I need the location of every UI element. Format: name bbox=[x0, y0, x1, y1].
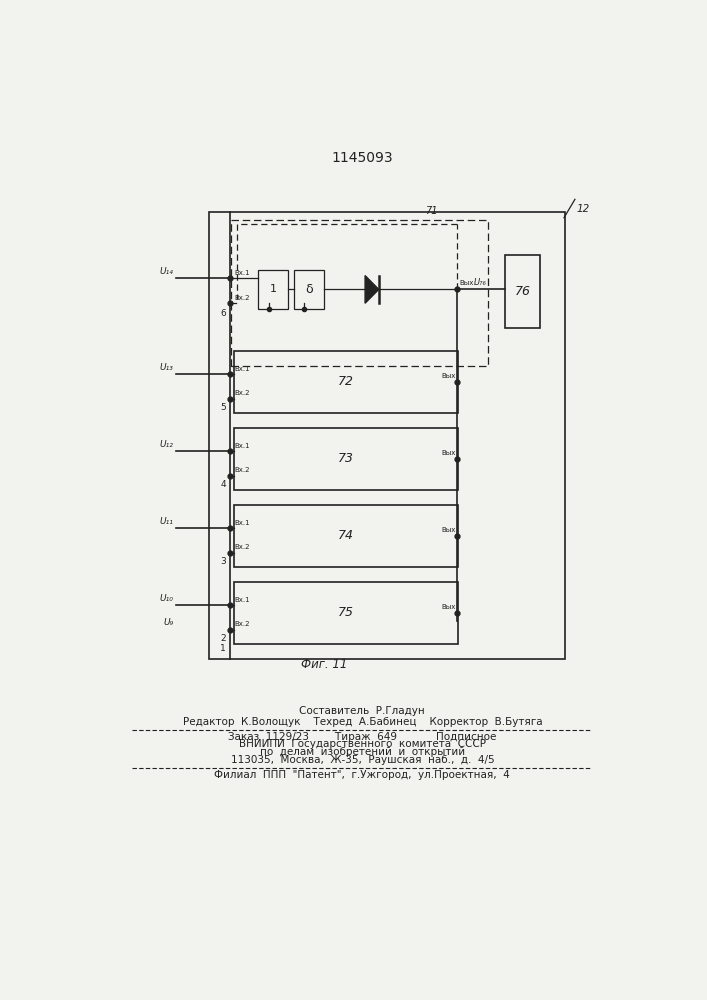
Text: Вх.2: Вх.2 bbox=[234, 544, 250, 550]
Bar bbox=[258, 270, 288, 309]
Text: Заказ  1129/23        Тираж  649            Подписное: Заказ 1129/23 Тираж 649 Подписное bbox=[228, 732, 496, 742]
Text: Вых: Вых bbox=[441, 527, 455, 533]
Bar bbox=[233, 505, 458, 567]
Text: Вых: Вых bbox=[441, 373, 455, 379]
Text: 76: 76 bbox=[515, 285, 531, 298]
Text: Фиг. 11: Фиг. 11 bbox=[300, 658, 347, 671]
Text: Составитель  Р.Гладун: Составитель Р.Гладун bbox=[300, 706, 425, 716]
Text: U₁₀: U₁₀ bbox=[159, 594, 173, 603]
Bar bbox=[233, 428, 458, 490]
Text: Вх.2: Вх.2 bbox=[234, 390, 250, 396]
Text: Вх.1: Вх.1 bbox=[234, 597, 250, 603]
Text: Вх.2: Вх.2 bbox=[234, 467, 250, 473]
Text: 3: 3 bbox=[221, 557, 226, 566]
Text: U₉: U₉ bbox=[163, 618, 173, 627]
Bar bbox=[294, 270, 324, 309]
Text: U₁₄: U₁₄ bbox=[159, 267, 173, 276]
Text: δ: δ bbox=[305, 283, 312, 296]
Text: 75: 75 bbox=[338, 606, 354, 619]
Text: Вых: Вых bbox=[441, 604, 455, 610]
Text: Вх.1: Вх.1 bbox=[234, 270, 250, 276]
Bar bbox=[233, 351, 458, 413]
Text: 72: 72 bbox=[338, 375, 354, 388]
Bar bbox=[209, 212, 565, 659]
Text: 1: 1 bbox=[221, 644, 226, 653]
Text: 71: 71 bbox=[426, 206, 438, 216]
Text: Вх.2: Вх.2 bbox=[234, 621, 250, 627]
Text: Филиал  ППП  "Патент",  г.Ужгород,  ул.Проектная,  4: Филиал ППП "Патент", г.Ужгород, ул.Проек… bbox=[214, 770, 510, 780]
Text: U₁₃: U₁₃ bbox=[159, 363, 173, 372]
Text: 2: 2 bbox=[221, 634, 226, 643]
Text: Вх.1: Вх.1 bbox=[234, 443, 250, 449]
Polygon shape bbox=[365, 276, 379, 303]
Text: U₇₆: U₇₆ bbox=[473, 278, 486, 287]
Bar bbox=[233, 582, 458, 644]
Text: 5: 5 bbox=[221, 403, 226, 412]
Text: 6: 6 bbox=[221, 309, 226, 318]
Text: Вых.: Вых. bbox=[460, 280, 476, 286]
Text: Вх.2: Вх.2 bbox=[234, 295, 250, 301]
Text: U₁₁: U₁₁ bbox=[159, 517, 173, 526]
Text: 1: 1 bbox=[270, 284, 277, 294]
Text: Редактор  К.Волощук    Техред  А.Бабинец    Корректор  В.Бутяга: Редактор К.Волощук Техред А.Бабинец Корр… bbox=[182, 717, 542, 727]
Text: ВНИИПИ  Государственного  комитета  СССР: ВНИИПИ Государственного комитета СССР bbox=[239, 739, 486, 749]
Text: 4: 4 bbox=[221, 480, 226, 489]
Bar bbox=[505, 255, 540, 328]
Text: 12: 12 bbox=[576, 204, 589, 214]
Bar bbox=[231, 220, 489, 366]
Text: U₁₂: U₁₂ bbox=[159, 440, 173, 449]
Text: по  делам  изобретений  и  открытий: по делам изобретений и открытий bbox=[259, 747, 465, 757]
Text: 113035,  Москва,  Ж-35,  Раушская  наб.,  д.  4/5: 113035, Москва, Ж-35, Раушская наб., д. … bbox=[230, 755, 494, 765]
Text: Вых: Вых bbox=[441, 450, 455, 456]
Text: 73: 73 bbox=[338, 452, 354, 465]
Text: Вх.1: Вх.1 bbox=[234, 366, 250, 372]
Text: 1145093: 1145093 bbox=[332, 151, 393, 165]
Text: 74: 74 bbox=[338, 529, 354, 542]
Text: Вх.1: Вх.1 bbox=[234, 520, 250, 526]
